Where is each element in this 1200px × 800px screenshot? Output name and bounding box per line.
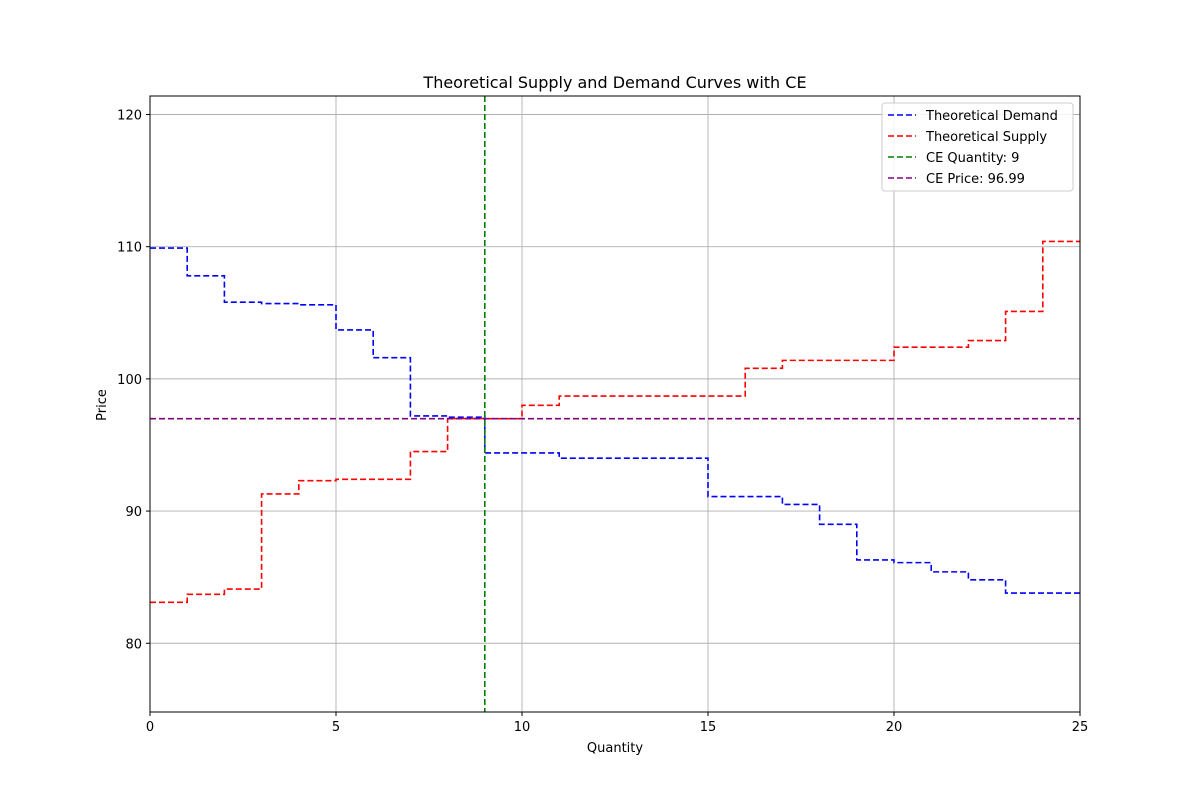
x-tick-label: 0 xyxy=(146,720,154,735)
axis-ticks: 0 5 10 15 20 25 80 90 100 110 120 xyxy=(117,109,1088,735)
y-axis-label: Price xyxy=(95,389,110,421)
plot-frame xyxy=(149,95,1081,713)
plot-area xyxy=(150,96,1080,712)
x-tick-label: 5 xyxy=(332,720,340,735)
x-tick-label: 15 xyxy=(700,720,717,735)
plot-series xyxy=(150,96,1080,712)
legend-label: CE Quantity: 9 xyxy=(926,151,1019,166)
x-tick-label: 20 xyxy=(886,720,903,735)
y-tick-label: 90 xyxy=(125,505,142,520)
x-tick-label: 25 xyxy=(1072,720,1089,735)
y-tick-label: 110 xyxy=(117,241,142,256)
legend-box xyxy=(881,102,1074,192)
chart-title: Theoretical Supply and Demand Curves wit… xyxy=(422,73,806,92)
legend-label: CE Price: 96.99 xyxy=(926,172,1025,187)
legend-label: Theoretical Supply xyxy=(925,130,1047,145)
x-tick-label: 10 xyxy=(514,720,531,735)
legend-label: Theoretical Demand xyxy=(925,109,1058,124)
x-axis-label: Quantity xyxy=(587,741,643,756)
theoretical-demand-line xyxy=(150,247,1080,594)
y-tick-label: 100 xyxy=(117,373,142,388)
legend: Theoretical Demand Theoretical Supply CE Q… xyxy=(881,102,1074,192)
y-tick-label: 120 xyxy=(117,109,142,124)
y-tick-label: 80 xyxy=(125,637,142,652)
